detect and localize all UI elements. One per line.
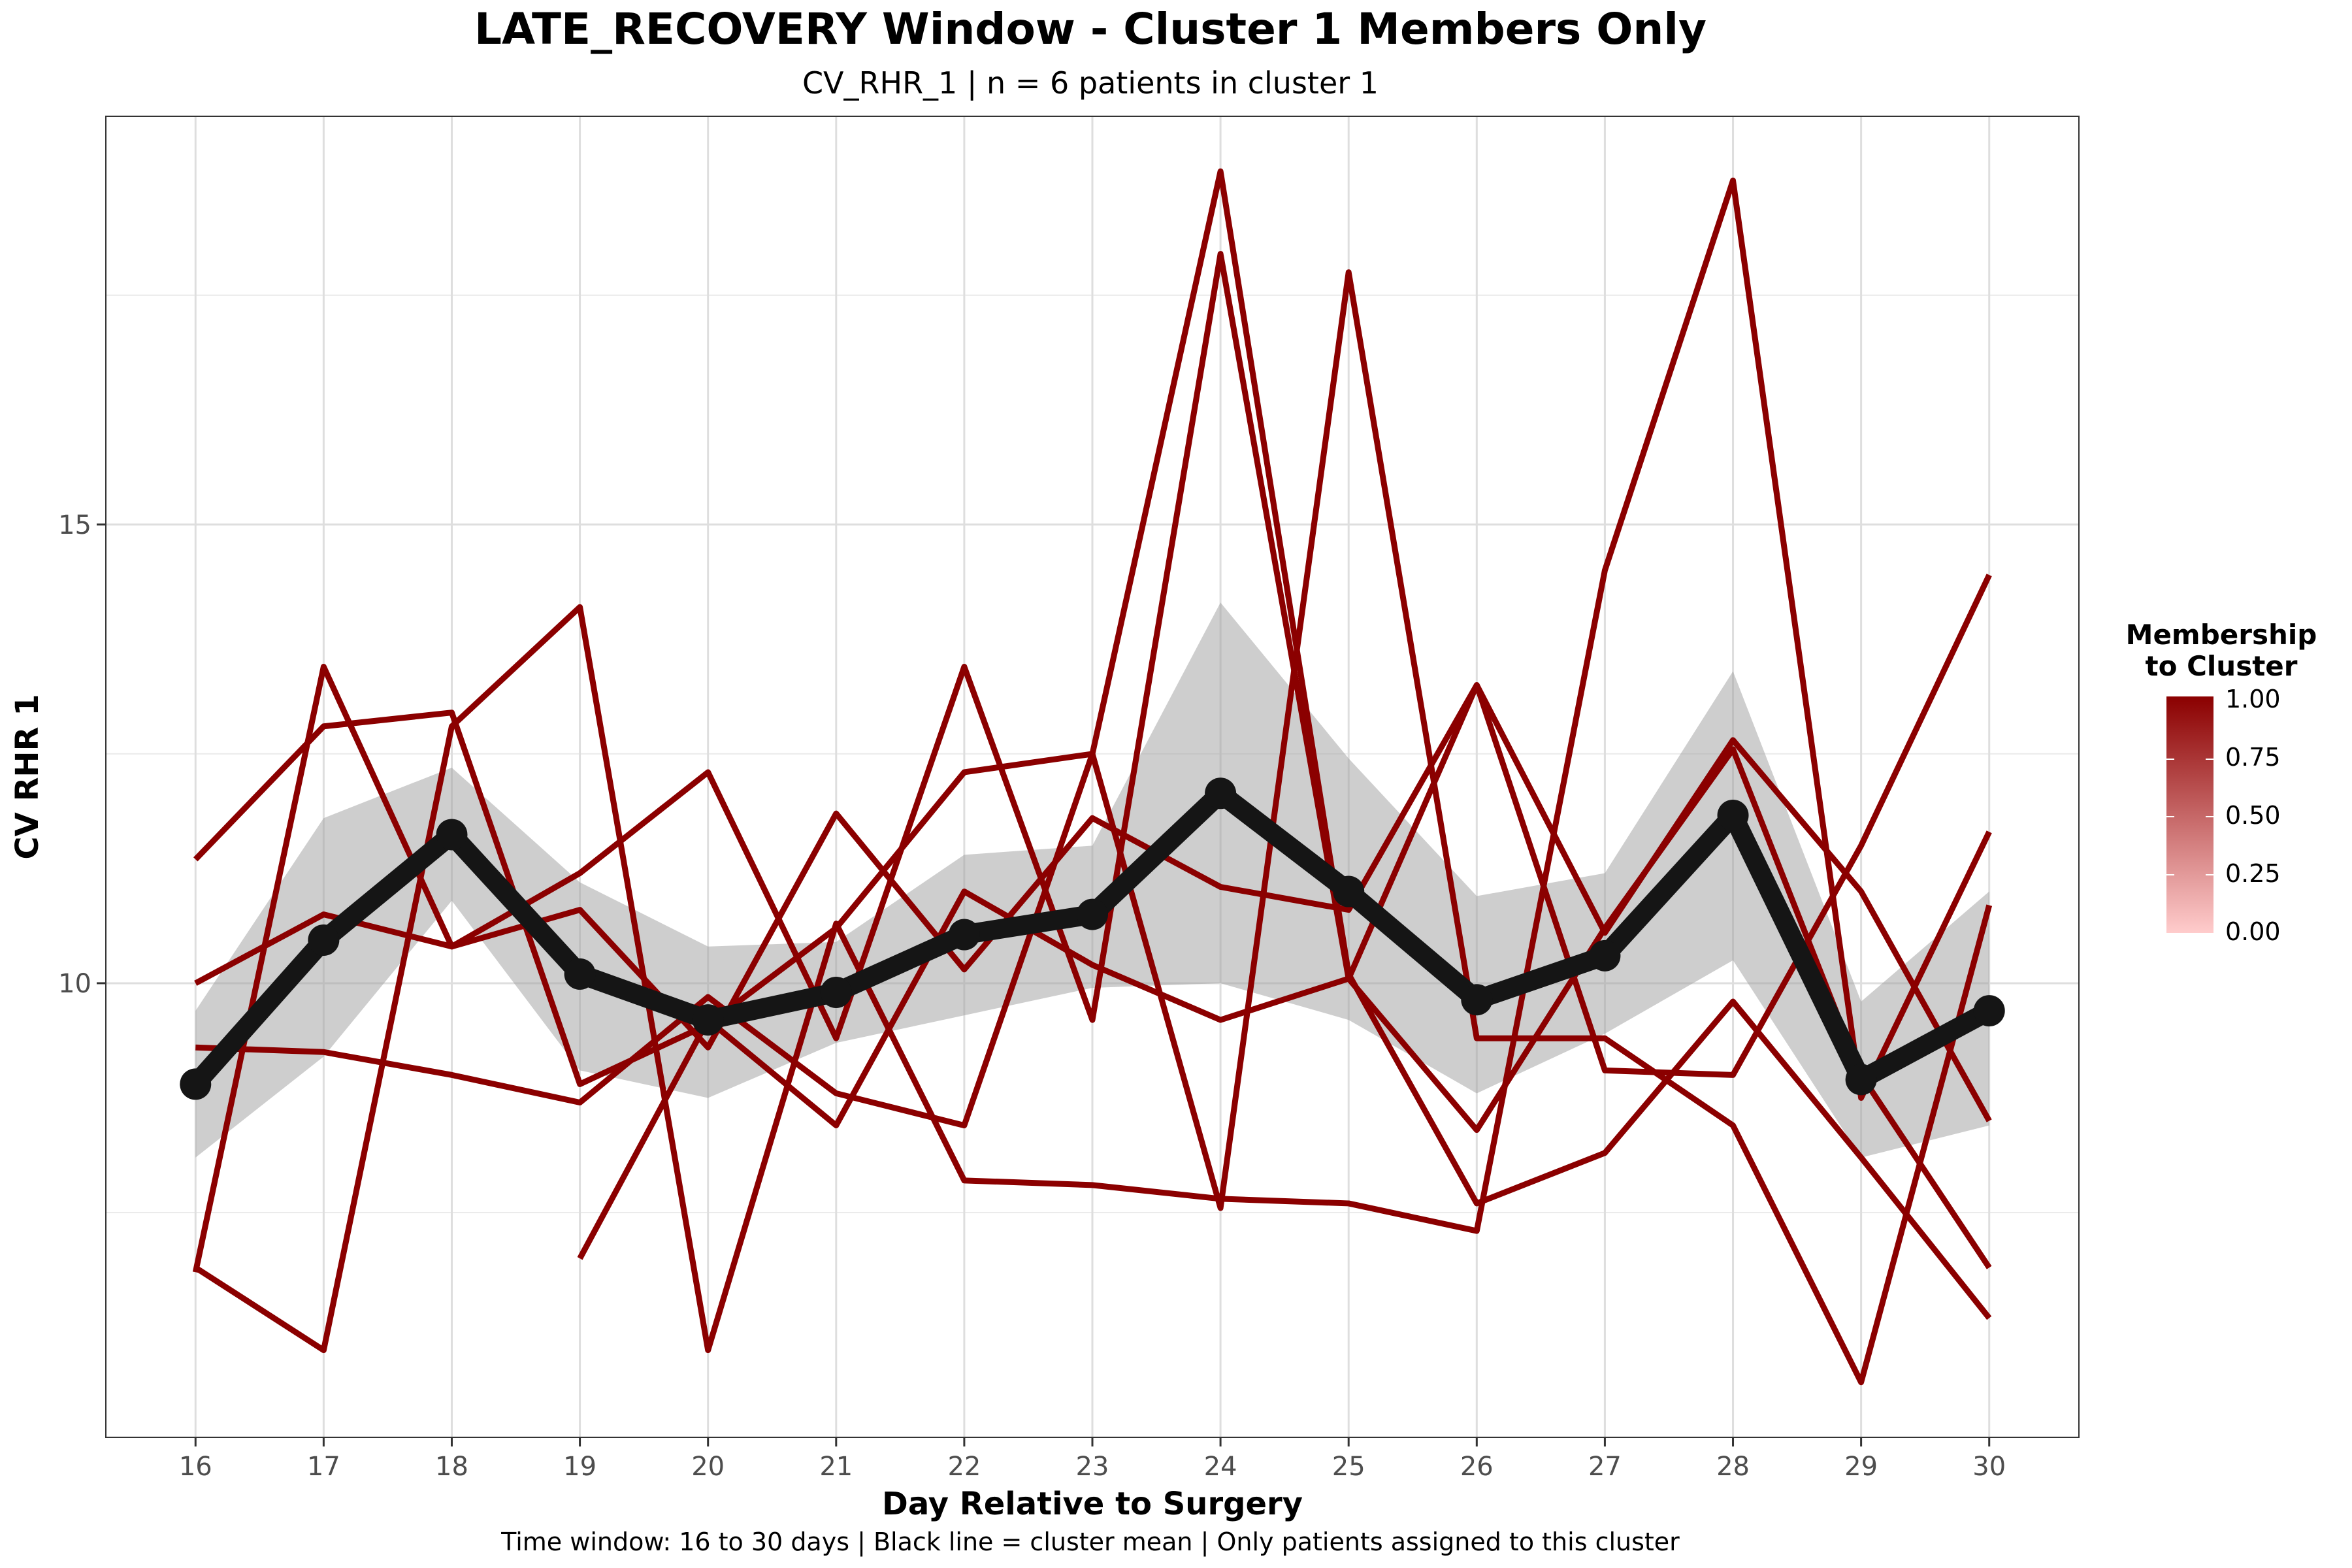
y-axis-label: CV RHR 1 xyxy=(9,694,46,859)
mean-point xyxy=(948,919,980,951)
y-tick-label: 15 xyxy=(58,510,91,540)
legend-title-line-1: Membership xyxy=(2125,619,2317,651)
legend-label: 0.25 xyxy=(2225,859,2281,888)
chart-title: LATE_RECOVERY Window - Cluster 1 Members… xyxy=(474,4,1707,54)
mean-point xyxy=(1589,939,1621,972)
x-tick-label: 18 xyxy=(435,1452,468,1482)
x-tick-label: 23 xyxy=(1076,1452,1109,1482)
legend-colorbar xyxy=(2166,696,2213,933)
cluster-mean-points xyxy=(180,777,2005,1100)
x-axis: 16 17 18 19 20 21 22 23 24 25 26 27 28 29 30 xyxy=(179,1437,2006,1482)
legend-tick xyxy=(2206,874,2213,875)
chart-caption: Time window: 16 to 30 days | Black line … xyxy=(501,1527,1680,1556)
y-axis: 10 15 xyxy=(58,510,106,999)
legend-label: 0.00 xyxy=(2225,917,2281,946)
legend-tick xyxy=(2166,874,2174,875)
mean-point xyxy=(564,958,596,990)
mean-point xyxy=(308,924,340,956)
legend-label: 0.75 xyxy=(2225,743,2281,772)
x-tick-label: 22 xyxy=(947,1452,981,1482)
x-tick-label: 17 xyxy=(307,1452,340,1482)
x-axis-label: Day Relative to Surgery xyxy=(882,1486,1303,1522)
x-tick-label: 21 xyxy=(819,1452,853,1482)
x-tick-label: 27 xyxy=(1588,1452,1622,1482)
mean-point xyxy=(1461,984,1493,1016)
legend-title-line-2: to Cluster xyxy=(2145,650,2298,682)
mean-point xyxy=(1973,995,2005,1027)
chart-subtitle: CV_RHR_1 | n = 6 patients in cluster 1 xyxy=(802,65,1379,101)
patient-series-group xyxy=(192,168,1993,1386)
mean-confidence-ribbon xyxy=(195,602,1989,1158)
x-tick-label: 30 xyxy=(1972,1452,2006,1482)
x-tick-label: 26 xyxy=(1460,1452,1494,1482)
legend-title: Membership to Cluster xyxy=(2097,619,2345,682)
legend-tick xyxy=(2166,759,2174,760)
x-tick-label: 25 xyxy=(1332,1452,1365,1482)
legend-tick xyxy=(2206,759,2213,760)
mean-point xyxy=(1333,875,1365,907)
x-tick-label: 20 xyxy=(691,1452,725,1482)
x-tick-label: 16 xyxy=(179,1452,212,1482)
mean-point xyxy=(436,819,468,851)
legend-tick xyxy=(2166,816,2174,817)
mean-point xyxy=(1077,898,1108,930)
x-tick-label: 19 xyxy=(563,1452,596,1482)
x-tick-label: 29 xyxy=(1844,1452,1878,1482)
patient-series-line xyxy=(195,269,1993,1386)
mean-point xyxy=(1845,1064,1877,1096)
mean-point xyxy=(820,976,852,1008)
mean-point xyxy=(1205,777,1237,809)
legend-label: 0.50 xyxy=(2225,801,2281,830)
x-tick-label: 28 xyxy=(1716,1452,1750,1482)
patient-series-line xyxy=(577,746,1992,1269)
x-tick-label: 24 xyxy=(1204,1452,1237,1482)
mean-point xyxy=(692,1004,724,1036)
mean-point xyxy=(1717,799,1749,831)
legend-tick xyxy=(2206,816,2213,817)
y-tick-label: 10 xyxy=(58,969,91,999)
patient-series-line xyxy=(192,251,1992,1273)
mean-point xyxy=(180,1068,212,1100)
legend-label: 1.00 xyxy=(2225,685,2281,713)
patient-series-line xyxy=(193,177,1992,1354)
